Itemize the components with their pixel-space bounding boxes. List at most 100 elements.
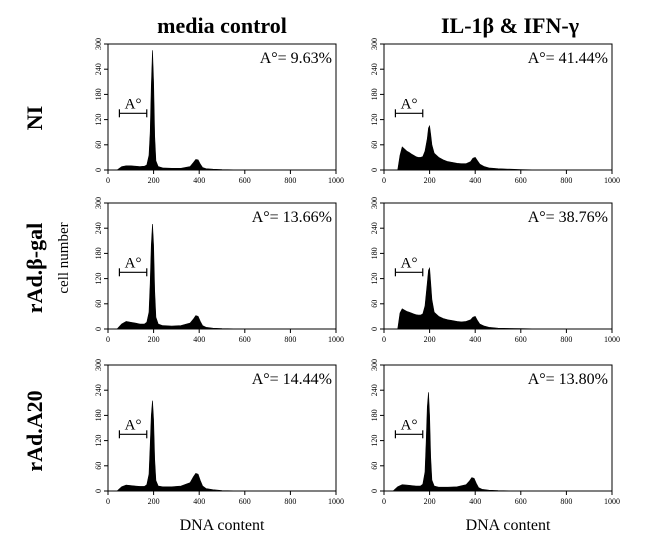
- column-title-il1b-ifng: IL-1β & IFN-γ: [441, 13, 579, 38]
- panel-rad-a20-media-control-ytick-label-240: 240: [94, 384, 103, 396]
- panel-rad-gal-il-1-ifn-xtick-label-0: 0: [382, 335, 386, 344]
- panel-ni-il-1-ifn-xtick-label-800: 800: [560, 176, 572, 185]
- panel-rad-a20-il-1-ifn: 0 60 120 180 240 300 0 200 400 600 800 1000 A° A°= 13…: [370, 359, 620, 506]
- panel-rad-gal-il-1-ifn-ytick-label-300: 300: [370, 197, 379, 209]
- panel-rad-a20-media-control-ytick-label-0: 0: [94, 489, 103, 493]
- panel-ni-il-1-ifn-annotation: A°= 41.44%: [528, 50, 608, 67]
- panel-rad-gal-media-control-xtick-label-1000: 1000: [328, 335, 344, 344]
- panel-rad-a20-il-1-ifn-xtick-label-400: 400: [469, 497, 481, 506]
- panel-rad-a20-media-control-xtick-label-1000: 1000: [328, 497, 344, 506]
- x-axis-label-right: DNA content: [466, 517, 551, 534]
- panel-rad-a20-il-1-ifn-ytick-label-180: 180: [370, 409, 379, 421]
- panel-ni-media-control-ytick-label-180: 180: [94, 88, 103, 100]
- panel-rad-gal-il-1-ifn: 0 60 120 180 240 300 0 200 400 600 800 1000 A° A°= 38…: [370, 197, 620, 344]
- panel-ni-il-1-ifn-ytick-label-60: 60: [370, 141, 379, 149]
- panel-rad-gal-media-control-xtick-label-600: 600: [239, 335, 251, 344]
- panel-ni-il-1-ifn: 0 60 120 180 240 300 0 200 400 600 800 1000 A° A°= 41…: [370, 38, 620, 185]
- row-title-rad-a20: rAd.A20: [22, 390, 47, 471]
- panel-rad-a20-il-1-ifn-ytick-label-300: 300: [370, 359, 379, 371]
- panel-ni-il-1-ifn-histogram: [384, 124, 612, 171]
- panel-rad-a20-il-1-ifn-histogram: [384, 392, 612, 492]
- panel-rad-a20-il-1-ifn-xtick-label-800: 800: [560, 497, 572, 506]
- panel-ni-media-control-annotation: A°= 9.63%: [260, 50, 332, 67]
- panel-rad-a20-media-control-ytick-label-300: 300: [94, 359, 103, 371]
- panel-ni-il-1-ifn-ytick-label-300: 300: [370, 38, 379, 50]
- panel-ni-media-control-ytick-label-120: 120: [94, 114, 103, 126]
- column-title-media-control: media control: [157, 13, 287, 38]
- panel-rad-a20-media-control-xtick-label-200: 200: [148, 497, 160, 506]
- panel-rad-gal-media-control-ytick-label-120: 120: [94, 273, 103, 285]
- panel-rad-a20-media-control-xtick-label-400: 400: [193, 497, 205, 506]
- panel-rad-gal-media-control: 0 60 120 180 240 300 0 200 400 600 800 1000 A° A°= 13…: [94, 197, 344, 344]
- panel-rad-gal-il-1-ifn-gate-label: A°: [401, 255, 418, 271]
- panel-rad-a20-media-control-annotation: A°= 14.44%: [252, 371, 332, 388]
- panel-ni-il-1-ifn-xtick-label-200: 200: [424, 176, 436, 185]
- panel-rad-gal-il-1-ifn-ytick-label-60: 60: [370, 300, 379, 308]
- panel-rad-a20-il-1-ifn-ytick-label-120: 120: [370, 435, 379, 447]
- panel-rad-gal-media-control-ytick-label-60: 60: [94, 300, 103, 308]
- panel-ni-il-1-ifn-ytick-label-240: 240: [370, 63, 379, 75]
- panel-ni-il-1-ifn-ytick-label-120: 120: [370, 114, 379, 126]
- panel-rad-a20-il-1-ifn-ytick-label-0: 0: [370, 489, 379, 493]
- panel-rad-gal-media-control-ytick-label-180: 180: [94, 247, 103, 259]
- panel-rad-gal-il-1-ifn-xtick-label-600: 600: [515, 335, 527, 344]
- panel-rad-gal-media-control-xtick-label-800: 800: [284, 335, 296, 344]
- panel-rad-gal-il-1-ifn-ytick-label-180: 180: [370, 247, 379, 259]
- panel-rad-a20-il-1-ifn-ytick-label-240: 240: [370, 384, 379, 396]
- panel-rad-a20-media-control-xtick-label-0: 0: [106, 497, 110, 506]
- panel-rad-gal-il-1-ifn-ytick-label-0: 0: [370, 327, 379, 331]
- panel-rad-gal-media-control-gate-label: A°: [125, 255, 142, 271]
- panel-rad-a20-media-control-xtick-label-600: 600: [239, 497, 251, 506]
- panel-rad-gal-il-1-ifn-xtick-label-800: 800: [560, 335, 572, 344]
- panel-rad-a20-media-control: 0 60 120 180 240 300 0 200 400 600 800 1000 A° A°= 14…: [94, 359, 344, 506]
- panel-ni-il-1-ifn-xtick-label-600: 600: [515, 176, 527, 185]
- panel-rad-gal-media-control-ytick-label-300: 300: [94, 197, 103, 209]
- panel-ni-il-1-ifn-ytick-label-0: 0: [370, 168, 379, 172]
- panel-rad-gal-il-1-ifn-xtick-label-400: 400: [469, 335, 481, 344]
- panel-rad-gal-media-control-ytick-label-0: 0: [94, 327, 103, 331]
- panel-rad-gal-il-1-ifn-histogram: [384, 267, 612, 330]
- panel-ni-media-control-ytick-label-0: 0: [94, 168, 103, 172]
- panel-rad-gal-media-control-histogram: [108, 223, 336, 330]
- panel-ni-media-control-xtick-label-800: 800: [284, 176, 296, 185]
- panel-rad-a20-il-1-ifn-xtick-label-0: 0: [382, 497, 386, 506]
- panel-ni-media-control: 0 60 120 180 240 300 0 200 400 600 800 1000 A° A°= 9.…: [94, 38, 344, 185]
- panel-rad-gal-media-control-ytick-label-240: 240: [94, 222, 103, 234]
- panel-ni-il-1-ifn-xtick-label-400: 400: [469, 176, 481, 185]
- panel-rad-gal-media-control-xtick-label-400: 400: [193, 335, 205, 344]
- panel-ni-il-1-ifn-ytick-label-180: 180: [370, 88, 379, 100]
- y-axis-label: cell number: [56, 222, 72, 293]
- panel-rad-gal-media-control-annotation: A°= 13.66%: [252, 209, 332, 226]
- panel-ni-media-control-xtick-label-200: 200: [148, 176, 160, 185]
- panel-rad-gal-il-1-ifn-xtick-label-1000: 1000: [604, 335, 620, 344]
- panel-ni-media-control-xtick-label-600: 600: [239, 176, 251, 185]
- panel-rad-gal-il-1-ifn-ytick-label-240: 240: [370, 222, 379, 234]
- panel-rad-a20-media-control-gate-label: A°: [125, 417, 142, 433]
- panel-ni-media-control-xtick-label-400: 400: [193, 176, 205, 185]
- panel-rad-gal-il-1-ifn-annotation: A°= 38.76%: [528, 209, 608, 226]
- panel-rad-gal-il-1-ifn-ytick-label-120: 120: [370, 273, 379, 285]
- panel-ni-media-control-ytick-label-60: 60: [94, 141, 103, 149]
- panel-rad-a20-media-control-xtick-label-800: 800: [284, 497, 296, 506]
- panel-rad-a20-il-1-ifn-xtick-label-200: 200: [424, 497, 436, 506]
- panel-rad-a20-media-control-ytick-label-180: 180: [94, 409, 103, 421]
- panel-rad-a20-media-control-histogram: [108, 400, 336, 492]
- panel-rad-a20-il-1-ifn-annotation: A°= 13.80%: [528, 371, 608, 388]
- panel-rad-a20-il-1-ifn-xtick-label-1000: 1000: [604, 497, 620, 506]
- panel-ni-il-1-ifn-xtick-label-0: 0: [382, 176, 386, 185]
- panel-rad-gal-media-control-xtick-label-200: 200: [148, 335, 160, 344]
- panel-rad-a20-il-1-ifn-ytick-label-60: 60: [370, 462, 379, 470]
- panel-ni-il-1-ifn-gate-label: A°: [401, 96, 418, 112]
- panel-rad-a20-media-control-ytick-label-120: 120: [94, 435, 103, 447]
- panel-ni-media-control-histogram: [108, 50, 336, 171]
- panel-ni-media-control-ytick-label-300: 300: [94, 38, 103, 50]
- panel-ni-il-1-ifn-xtick-label-1000: 1000: [604, 176, 620, 185]
- panel-ni-media-control-xtick-label-0: 0: [106, 176, 110, 185]
- row-title-rad-bgal: rAd.β-gal: [22, 223, 47, 313]
- x-axis-label-left: DNA content: [180, 517, 265, 534]
- panel-rad-gal-il-1-ifn-xtick-label-200: 200: [424, 335, 436, 344]
- panel-rad-a20-il-1-ifn-xtick-label-600: 600: [515, 497, 527, 506]
- panel-rad-a20-il-1-ifn-gate-label: A°: [401, 417, 418, 433]
- panel-ni-media-control-gate-label: A°: [125, 96, 142, 112]
